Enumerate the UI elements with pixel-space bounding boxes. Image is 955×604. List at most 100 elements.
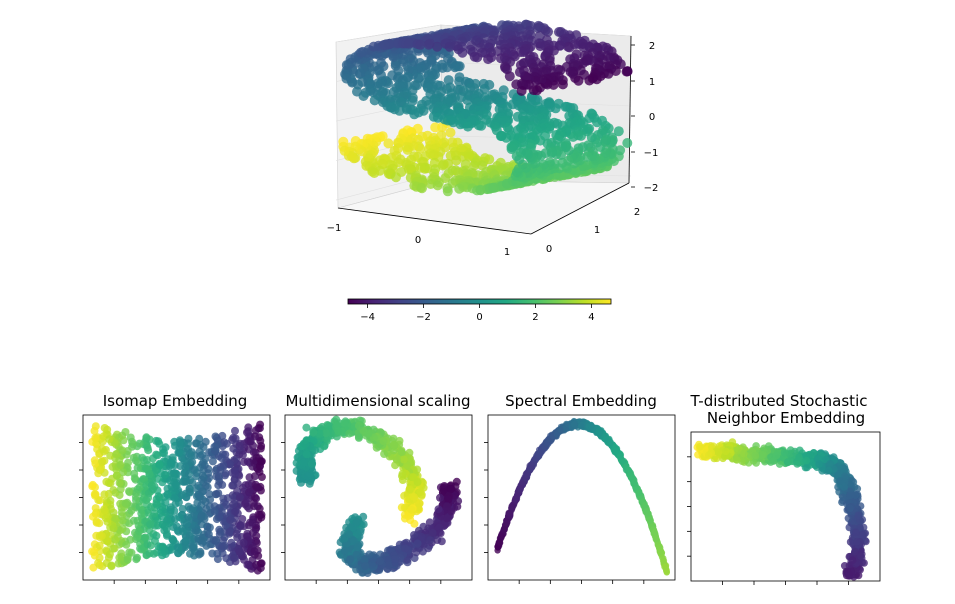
data-point — [379, 437, 388, 445]
panel-title: Spectral Embedding — [505, 392, 657, 410]
data-point — [354, 433, 363, 442]
data-point — [436, 529, 445, 538]
data-point — [415, 499, 424, 508]
data-point — [171, 515, 180, 523]
data-point — [457, 47, 468, 58]
data-point — [249, 528, 257, 537]
panel-spectral: Spectral Embedding — [484, 392, 676, 584]
data-point — [511, 151, 522, 162]
data-point — [91, 459, 100, 468]
data-point — [251, 426, 260, 435]
data-point — [109, 544, 118, 553]
data-point — [360, 555, 369, 564]
data-point — [445, 127, 456, 138]
data-point — [111, 535, 120, 544]
colorbar-ticks: −4 −2 0 2 4 — [360, 304, 595, 323]
z-tick-label: 0 — [649, 112, 655, 123]
data-point — [171, 480, 180, 489]
data-point — [213, 555, 222, 564]
data-point — [353, 530, 362, 539]
data-point — [613, 126, 624, 137]
panel-points — [693, 438, 870, 581]
data-point — [368, 41, 379, 52]
data-point — [233, 487, 242, 496]
data-point — [184, 513, 193, 522]
colorbar-tick-label: 4 — [588, 312, 594, 323]
data-point — [198, 471, 207, 480]
data-point — [565, 66, 576, 77]
data-point — [320, 442, 329, 451]
data-point — [651, 528, 658, 536]
data-point — [107, 562, 116, 571]
y-tick-label: 1 — [594, 225, 600, 236]
data-point — [105, 435, 114, 444]
data-point — [214, 489, 223, 498]
data-point — [168, 534, 177, 543]
data-point — [143, 456, 151, 464]
data-point — [116, 526, 125, 535]
data-point — [596, 430, 603, 437]
data-point — [91, 433, 100, 442]
data-point — [384, 561, 393, 570]
3d-scatter-points — [338, 19, 633, 197]
data-point — [194, 528, 203, 537]
data-point — [235, 442, 244, 450]
data-point — [447, 507, 456, 516]
data-point — [462, 121, 473, 132]
data-point — [428, 150, 439, 161]
data-point — [446, 485, 455, 494]
data-point — [354, 421, 363, 430]
x-tick-label: −1 — [327, 223, 342, 234]
data-point — [383, 138, 394, 149]
colorbar-gradient — [347, 298, 612, 305]
data-point — [100, 490, 109, 499]
data-point — [208, 549, 217, 558]
data-point — [442, 186, 453, 197]
data-point — [142, 496, 151, 505]
data-point — [109, 524, 118, 533]
data-point — [163, 490, 172, 499]
data-point — [428, 529, 437, 537]
data-point — [339, 145, 350, 156]
data-point — [514, 67, 525, 78]
data-point — [256, 436, 265, 445]
data-point — [652, 534, 660, 542]
data-point — [432, 180, 443, 191]
data-point — [243, 502, 252, 511]
data-point — [205, 523, 214, 532]
data-point — [409, 473, 418, 482]
data-point — [543, 26, 553, 37]
data-point — [152, 531, 161, 540]
data-point — [553, 431, 561, 438]
data-point — [412, 548, 421, 557]
data-point — [220, 438, 229, 447]
data-point — [361, 562, 370, 570]
data-point — [133, 553, 142, 562]
data-point — [532, 23, 543, 33]
data-point — [95, 561, 104, 570]
data-point — [217, 454, 226, 462]
data-point — [250, 502, 259, 511]
data-point — [246, 437, 255, 446]
data-point — [121, 428, 130, 436]
data-point — [198, 533, 207, 542]
data-point — [150, 509, 159, 518]
data-point — [535, 41, 546, 52]
data-point — [415, 39, 426, 50]
data-point — [410, 531, 418, 539]
data-point — [170, 437, 179, 446]
x-axis-line — [337, 207, 532, 235]
data-point — [557, 157, 568, 168]
data-point — [229, 481, 238, 490]
data-point — [416, 487, 425, 496]
data-point — [625, 466, 632, 474]
data-point — [301, 440, 310, 449]
data-point — [122, 540, 131, 549]
data-point — [140, 534, 149, 543]
data-point — [426, 536, 435, 545]
data-point — [619, 458, 626, 465]
y-tick-label: 0 — [546, 244, 552, 255]
data-point — [390, 555, 399, 563]
data-point — [389, 434, 398, 443]
